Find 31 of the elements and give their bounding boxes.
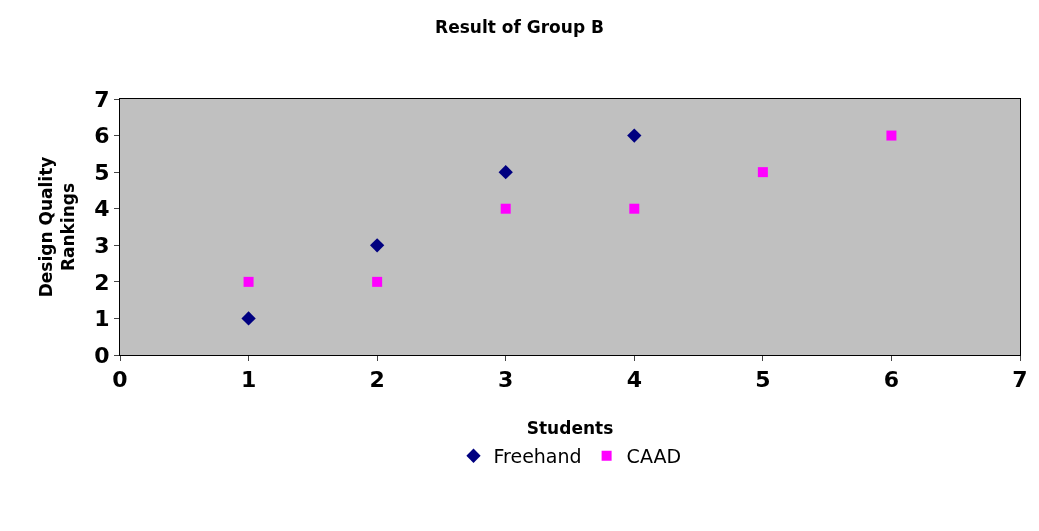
y-tick-label: 3 [94,232,110,258]
y-tick-label: 0 [94,342,110,368]
point [369,238,385,253]
point [627,128,642,143]
x-tick-label: 5 [755,367,771,393]
x-tick-label: 6 [883,367,900,393]
x-axis-title: Students [526,417,614,438]
y-tick-label: 2 [94,269,110,295]
point [498,164,513,180]
chart-title: Result of Group B [435,17,604,38]
point [243,276,254,287]
legend-label: Freehand [493,445,582,468]
point [886,130,897,141]
point [629,203,640,214]
x-tick-label: 7 [1012,367,1028,393]
x-tick-label: 4 [626,367,642,393]
point [241,311,256,326]
point [757,167,768,178]
point [500,203,511,214]
y-tick-label: 6 [94,123,110,149]
x-tick-label: 3 [498,367,514,393]
y-tick-label: 5 [94,159,110,185]
legend-label: CAAD [626,445,682,468]
y-tick-label: 4 [94,196,110,222]
x-tick-label: 0 [112,367,128,393]
x-tick-label: 2 [369,367,385,393]
x-tick-label: 1 [240,367,257,393]
point [372,276,383,287]
y-axis-title: Design Quality Rankings [35,156,78,298]
y-tick-label: 7 [94,86,110,112]
y-tick-label: 1 [94,306,110,332]
